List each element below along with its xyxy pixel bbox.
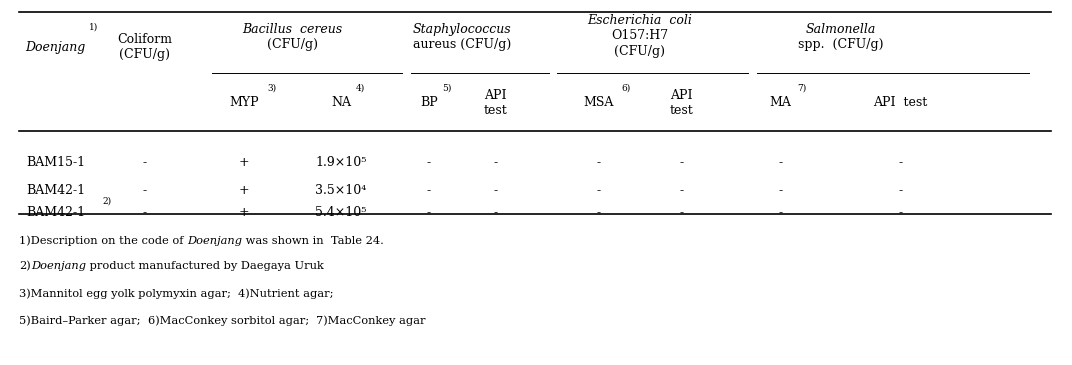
Text: 3.5×10⁴: 3.5×10⁴ (315, 184, 367, 197)
Text: (CFU/g): (CFU/g) (267, 38, 318, 51)
Text: -: - (596, 206, 600, 219)
Text: MSA: MSA (583, 96, 613, 109)
Text: 2): 2) (103, 197, 111, 206)
Text: Escherichia  coli: Escherichia coli (587, 14, 693, 27)
Text: O157:H7: O157:H7 (611, 29, 669, 42)
Text: 5.4×10⁵: 5.4×10⁵ (315, 206, 367, 219)
Text: 1.9×10⁵: 1.9×10⁵ (315, 156, 367, 169)
Text: API
test: API test (670, 89, 694, 117)
Text: 5)Baird–Parker agar;: 5)Baird–Parker agar; (19, 316, 148, 326)
Text: Doenjang: Doenjang (31, 261, 86, 272)
Text: BAM42-1: BAM42-1 (26, 184, 86, 197)
Text: -: - (493, 156, 497, 169)
Text: -: - (427, 156, 431, 169)
Text: aureus (CFU/g): aureus (CFU/g) (413, 38, 511, 51)
Text: API
test: API test (483, 89, 507, 117)
Text: was shown in  Table 24.: was shown in Table 24. (242, 236, 384, 246)
Text: -: - (898, 184, 903, 197)
Text: +: + (239, 206, 250, 219)
Text: Bacillus  cereus: Bacillus cereus (242, 23, 343, 36)
Text: -: - (143, 206, 147, 219)
Text: -: - (778, 206, 783, 219)
Text: 3): 3) (268, 84, 277, 93)
Text: Salmonella: Salmonella (805, 23, 876, 36)
Text: -: - (898, 206, 903, 219)
Text: -: - (680, 156, 684, 169)
Text: -: - (680, 206, 684, 219)
Text: 1)Description on the code of: 1)Description on the code of (19, 236, 188, 246)
Text: 3)Mannitol egg yolk polymyxin agar;: 3)Mannitol egg yolk polymyxin agar; (19, 289, 238, 299)
Text: 6): 6) (622, 84, 630, 93)
Text: -: - (778, 184, 783, 197)
Text: -: - (493, 206, 497, 219)
Text: BP: BP (420, 96, 437, 109)
Text: 4): 4) (356, 84, 364, 93)
Text: NA: NA (331, 96, 351, 109)
Text: 2): 2) (19, 261, 31, 272)
Text: 7): 7) (798, 84, 806, 93)
Text: product manufactured by Daegaya Uruk: product manufactured by Daegaya Uruk (86, 261, 324, 272)
Text: -: - (680, 184, 684, 197)
Text: MYP: MYP (229, 96, 259, 109)
Text: 6)MacConkey sorbitol agar;: 6)MacConkey sorbitol agar; (148, 316, 316, 326)
Text: -: - (427, 184, 431, 197)
Text: MA: MA (770, 96, 791, 109)
Text: -: - (596, 184, 600, 197)
Text: -: - (493, 184, 497, 197)
Text: +: + (239, 184, 250, 197)
Text: (CFU/g): (CFU/g) (614, 45, 666, 58)
Text: BAM15-1: BAM15-1 (26, 156, 86, 169)
Text: 5): 5) (443, 84, 451, 93)
Text: 4)Nutrient agar;: 4)Nutrient agar; (238, 289, 333, 299)
Text: Coliform
(CFU/g): Coliform (CFU/g) (117, 34, 173, 61)
Text: BAM42-1: BAM42-1 (26, 206, 86, 219)
Text: Doenjang: Doenjang (26, 41, 86, 54)
Text: -: - (427, 206, 431, 219)
Text: +: + (239, 156, 250, 169)
Text: spp.  (CFU/g): spp. (CFU/g) (798, 38, 883, 51)
Text: Doenjang: Doenjang (188, 236, 242, 246)
Text: API  test: API test (874, 96, 927, 109)
Text: -: - (596, 156, 600, 169)
Text: -: - (898, 156, 903, 169)
Text: -: - (778, 156, 783, 169)
Text: -: - (143, 184, 147, 197)
Text: -: - (143, 156, 147, 169)
Text: 1): 1) (89, 23, 98, 32)
Text: 7)MacConkey agar: 7)MacConkey agar (316, 316, 426, 326)
Text: Staphylococcus: Staphylococcus (413, 23, 511, 36)
